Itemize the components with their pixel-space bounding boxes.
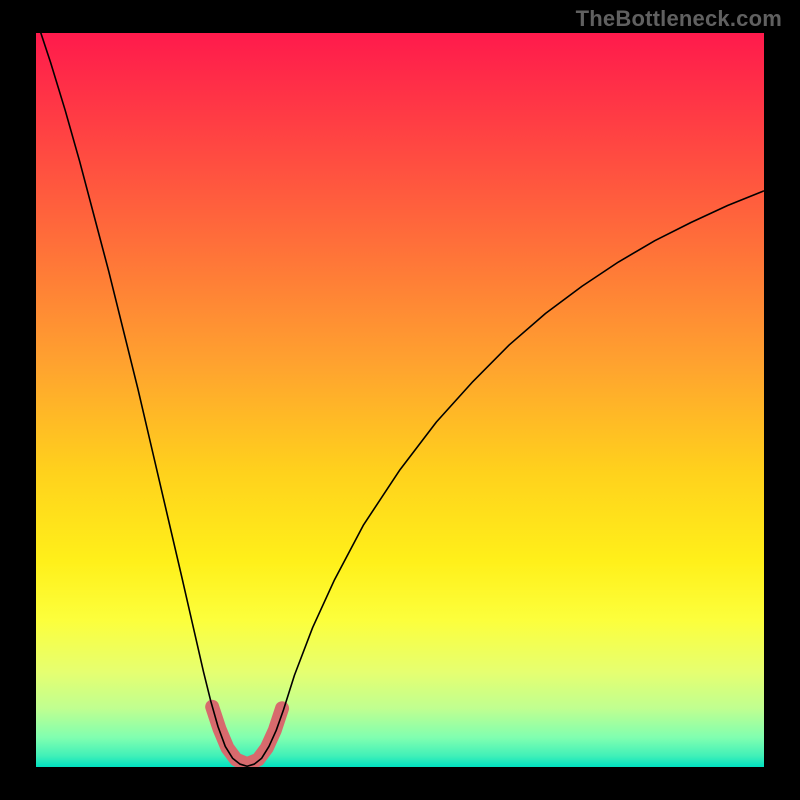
plot-background	[36, 33, 764, 767]
bottleneck-curve-plot	[36, 33, 764, 767]
chart-frame: TheBottleneck.com	[0, 0, 800, 800]
watermark-text: TheBottleneck.com	[576, 6, 782, 32]
